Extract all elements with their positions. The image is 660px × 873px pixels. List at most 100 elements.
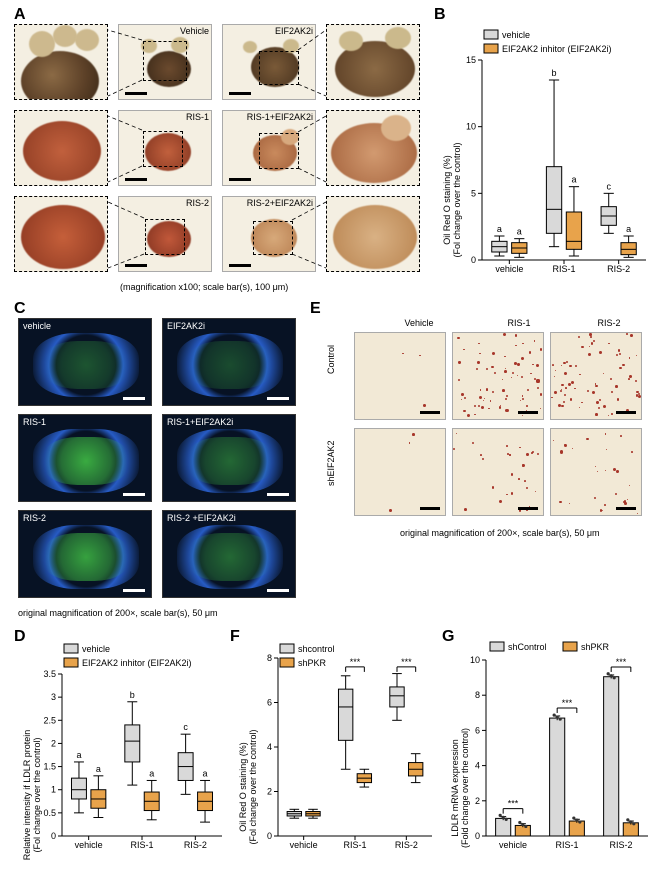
svg-text:***: ***: [508, 799, 519, 809]
panel-a-ris1-eif2ak2i: RIS-1+EIF2AK2i: [222, 110, 316, 186]
panel-a-container: Vehicle EIF2AK2i RIS-1 RIS-1+EIF2AK2i: [14, 22, 424, 282]
panel-e-img-0-2: [550, 332, 642, 420]
panel-a-zoom-ris1: [14, 110, 108, 186]
svg-text:1: 1: [51, 785, 56, 795]
svg-text:Oil Red O staining (%): Oil Red O staining (%): [238, 742, 248, 832]
svg-text:(Fold change over the control): (Fold change over the control): [460, 728, 470, 848]
svg-text:RIS-1: RIS-1: [343, 840, 366, 850]
svg-text:c: c: [183, 722, 188, 732]
panel-e-col-0: Vehicle: [374, 318, 464, 328]
panel-c-caption: original magnification of 200×, scale ba…: [18, 608, 218, 618]
svg-text:c: c: [606, 181, 611, 191]
panel-a-ris2-eif2ak2i: RIS-2+EIF2AK2i: [222, 196, 316, 272]
svg-text:shPKR: shPKR: [298, 658, 327, 668]
svg-text:0: 0: [475, 831, 480, 841]
panel-a-vehicle: Vehicle: [118, 24, 212, 100]
svg-text:vehicle: vehicle: [75, 840, 103, 850]
svg-text:b: b: [552, 68, 557, 78]
svg-text:8: 8: [267, 653, 272, 663]
svg-text:a: a: [96, 764, 101, 774]
svg-text:10: 10: [470, 655, 480, 665]
svg-text:10: 10: [466, 122, 476, 132]
panel-a-ris2: RIS-2: [118, 196, 212, 272]
svg-text:8: 8: [475, 690, 480, 700]
panel-a-zoom-ris1-i: [326, 110, 420, 186]
panel-a-zoom-vehicle: [14, 24, 108, 100]
panel-e-row-1: shEIF2AK2: [326, 440, 336, 486]
panel-e-container: Vehicle RIS-1 RIS-2 Control shEIF2AK2: [330, 318, 648, 528]
svg-text:RIS-1: RIS-1: [130, 840, 153, 850]
svg-text:vehicle: vehicle: [499, 840, 527, 850]
svg-text:0: 0: [471, 255, 476, 265]
svg-text:***: ***: [401, 657, 412, 667]
svg-text:***: ***: [562, 698, 573, 708]
svg-text:a: a: [76, 750, 81, 760]
panel-a-zoom-ris2: [14, 196, 108, 272]
panel-e-img-0-1: [452, 332, 544, 420]
panel-b-chart: vehicle EIF2AK2 inhitor (EIF2AK2i) 0 5 10 15 O…: [438, 22, 652, 288]
svg-text:0.5: 0.5: [43, 808, 56, 818]
svg-text:shcontrol: shcontrol: [298, 644, 335, 654]
svg-text:RIS-2: RIS-2: [607, 264, 630, 274]
svg-text:shControl: shControl: [508, 642, 547, 652]
svg-text:vehicle: vehicle: [502, 30, 530, 40]
svg-text:a: a: [497, 224, 502, 234]
panel-e-img-1-1: [452, 428, 544, 516]
panel-a-label-2-0: RIS-2: [186, 198, 209, 208]
panel-c-img-4: RIS-2: [18, 510, 152, 598]
panel-e-row-0: Control: [326, 345, 336, 374]
panel-c-img-1: EIF2AK2i: [162, 318, 296, 406]
panel-e-img-1-2: [550, 428, 642, 516]
svg-text:4: 4: [267, 742, 272, 752]
svg-text:2: 2: [267, 787, 272, 797]
svg-text:(Fol change over the control): (Fol change over the control): [452, 142, 462, 257]
svg-text:RIS-2: RIS-2: [184, 840, 207, 850]
svg-text:RIS-2: RIS-2: [609, 840, 632, 850]
panel-e-col-2: RIS-2: [574, 318, 644, 328]
panel-c-container: vehicleEIF2AK2iRIS-1RIS-1+EIF2AK2iRIS-2R…: [18, 318, 298, 608]
svg-text:(Fol change over the control): (Fol change over the control): [32, 737, 42, 852]
panel-label-e: E: [310, 300, 321, 318]
svg-text:vehicle: vehicle: [495, 264, 523, 274]
panel-a-zoom-eif2ak2i: [326, 24, 420, 100]
panel-label-c: C: [14, 300, 26, 318]
svg-text:a: a: [517, 227, 522, 237]
panel-e-col-1: RIS-1: [474, 318, 564, 328]
svg-text:b: b: [130, 690, 135, 700]
svg-text:6: 6: [267, 698, 272, 708]
svg-text:EIF2AK2 inhitor (EIF2AK2i): EIF2AK2 inhitor (EIF2AK2i): [82, 658, 192, 668]
panel-d-chart: vehicleEIF2AK2 inhitor (EIF2AK2i)00.511.…: [18, 636, 228, 864]
svg-text:2: 2: [51, 738, 56, 748]
svg-text:a: a: [149, 768, 154, 778]
svg-text:***: ***: [616, 657, 627, 667]
panel-c-img-0: vehicle: [18, 318, 152, 406]
svg-text:2.5: 2.5: [43, 715, 56, 725]
svg-text:15: 15: [466, 55, 476, 65]
panel-a-label-0-1: EIF2AK2i: [275, 26, 313, 36]
panel-e-caption: original magnification of 200×, scale ba…: [400, 528, 600, 538]
svg-text:3.5: 3.5: [43, 669, 56, 679]
panel-a-label-1-0: RIS-1: [186, 112, 209, 122]
panel-a-zoom-ris2-i: [326, 196, 420, 272]
panel-c-img-2: RIS-1: [18, 414, 152, 502]
svg-text:a: a: [626, 224, 631, 234]
svg-text:RIS-1: RIS-1: [552, 264, 575, 274]
svg-text:Oil Red O staining (%): Oil Red O staining (%): [442, 155, 452, 245]
svg-text:RIS-2: RIS-2: [395, 840, 418, 850]
panel-f-chart: shcontrolshPKR02468Oil Red O staining (%…: [234, 636, 438, 864]
svg-text:(Fol change over the control): (Fol change over the control): [248, 729, 258, 844]
svg-text:EIF2AK2 inhitor (EIF2AK2i): EIF2AK2 inhitor (EIF2AK2i): [502, 44, 612, 54]
svg-text:5: 5: [471, 188, 476, 198]
svg-text:vehicle: vehicle: [82, 644, 110, 654]
svg-text:a: a: [571, 175, 576, 185]
svg-text:0: 0: [51, 831, 56, 841]
panel-a-label-1-1: RIS-1+EIF2AK2i: [247, 112, 313, 122]
svg-text:RIS-1: RIS-1: [555, 840, 578, 850]
panel-a-ris1: RIS-1: [118, 110, 212, 186]
svg-text:a: a: [203, 768, 208, 778]
panel-g-chart: shControlshPKR0246810LDLR mRNA expressio…: [446, 636, 654, 864]
panel-a-eif2ak2i: EIF2AK2i: [222, 24, 316, 100]
svg-text:4: 4: [475, 761, 480, 771]
svg-text:vehicle: vehicle: [290, 840, 318, 850]
panel-c-img-3: RIS-1+EIF2AK2i: [162, 414, 296, 502]
